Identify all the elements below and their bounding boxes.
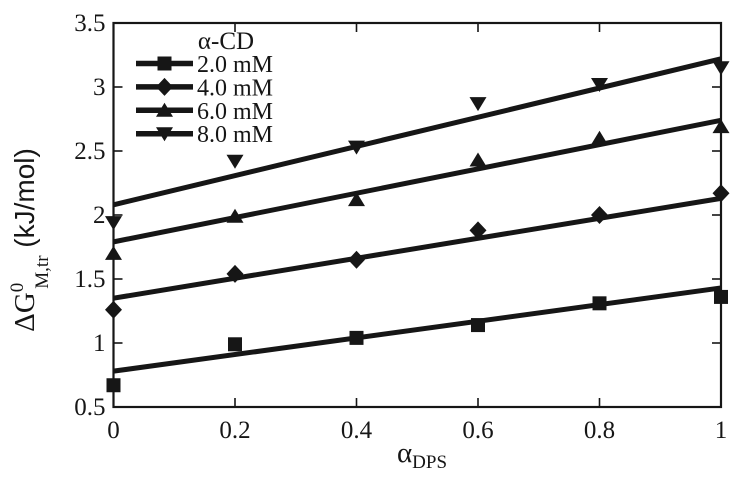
data-point-6-0-mM <box>469 152 487 167</box>
data-point-2-0-mM <box>471 318 485 333</box>
legend-marker-diamond <box>156 77 173 96</box>
x-axis-label: αDPS <box>397 437 447 473</box>
x-tick-label: 0 <box>107 417 120 444</box>
x-tick-label: 0.2 <box>219 417 250 444</box>
y-tick-label: 3 <box>93 74 106 101</box>
y-tick-label: 1 <box>93 330 106 357</box>
data-point-8-0-mM <box>105 216 122 231</box>
data-point-2-0-mM <box>228 337 242 352</box>
data-point-8-0-mM <box>712 61 730 76</box>
x-tick-label: 0.6 <box>462 417 493 444</box>
legend-label: 2.0 mM <box>197 52 273 78</box>
legend-marker-square <box>157 56 172 71</box>
fit-line-4-0-mM <box>113 195 722 301</box>
data-point-8-0-mM <box>348 140 365 155</box>
data-point-6-0-mM <box>226 208 244 223</box>
data-point-6-0-mM <box>348 192 365 207</box>
legend-label: 6.0 mM <box>197 99 273 125</box>
data-point-6-0-mM <box>591 130 608 145</box>
data-point-4-0-mM <box>469 221 487 240</box>
legend-label: 4.0 mM <box>197 75 273 101</box>
data-point-2-0-mM <box>714 289 728 304</box>
data-point-8-0-mM <box>226 154 244 169</box>
y-tick-label: 2 <box>93 202 106 229</box>
data-point-4-0-mM <box>226 264 244 283</box>
data-point-6-0-mM <box>712 119 730 134</box>
data-point-2-0-mM <box>349 330 364 345</box>
data-point-6-0-mM <box>105 245 122 260</box>
data-point-2-0-mM <box>106 378 121 393</box>
data-point-8-0-mM <box>469 97 487 112</box>
y-tick-label: 0.5 <box>74 394 105 421</box>
data-point-8-0-mM <box>591 77 608 92</box>
data-point-4-0-mM <box>591 206 608 224</box>
legend-label: 8.0 mM <box>197 122 273 148</box>
x-tick-label: 0.8 <box>584 417 615 444</box>
fit-line-2-0-mM <box>113 285 722 374</box>
y-axis-label: ΔG0 M,tr (kJ/mol) <box>7 148 53 332</box>
fit-line-6-0-mM <box>113 117 722 245</box>
x-tick-label: 1 <box>715 417 728 444</box>
legend-marker-triangle-up <box>156 102 173 117</box>
y-tick-label: 2.5 <box>74 138 105 165</box>
x-tick-label: 0.4 <box>341 417 373 444</box>
data-point-4-0-mM <box>105 300 122 319</box>
data-point-4-0-mM <box>712 184 730 203</box>
fit-line-8-0-mM <box>112 56 722 208</box>
y-tick-label: 3.5 <box>74 10 105 37</box>
data-point-4-0-mM <box>348 250 365 269</box>
legend-marker-triangle-down <box>156 127 173 142</box>
legend-title: α-CD <box>198 28 254 55</box>
y-tick-label: 1.5 <box>74 266 105 293</box>
data-point-2-0-mM <box>592 296 607 311</box>
